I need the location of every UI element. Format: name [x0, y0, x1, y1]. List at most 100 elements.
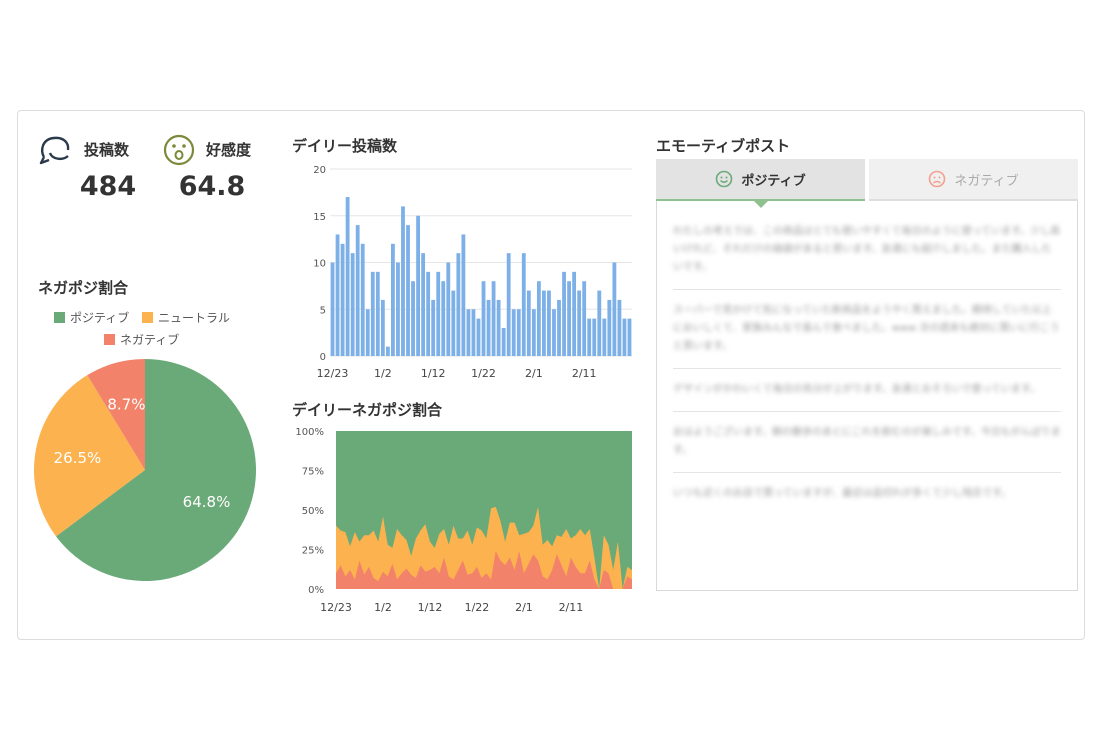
bar	[572, 271, 577, 356]
bar	[511, 309, 516, 356]
bar	[496, 299, 501, 356]
bar	[612, 262, 617, 356]
bar	[441, 281, 446, 356]
bar	[436, 271, 441, 356]
bar	[562, 271, 566, 356]
bar	[456, 253, 461, 356]
bar	[547, 290, 551, 356]
emotive-title: エモーティブポスト	[656, 137, 791, 155]
tab-negative[interactable]: ネガティブ	[869, 159, 1078, 201]
bar	[607, 299, 612, 356]
bar	[461, 234, 466, 356]
y-tick-label: 100%	[295, 427, 324, 438]
y-tick-label: 10	[313, 259, 326, 270]
kpi-posts-label: 投稿数	[84, 141, 130, 159]
y-tick-label: 15	[313, 212, 326, 223]
pie-label: 26.5%	[54, 449, 102, 467]
post-text: わたしの考えでは、この商品はとても使いやすくて毎日のように使っています。少し高い…	[673, 226, 1061, 273]
daily-ratio-title: デイリーネガポジ割合	[292, 401, 443, 419]
bar	[426, 271, 431, 356]
emotive-tabs: ポジティブ ネガティブ	[656, 159, 1078, 208]
bar	[506, 253, 511, 356]
pie-slice	[33, 375, 145, 537]
bar	[491, 281, 496, 356]
kpi-posts-value: 484	[79, 171, 137, 202]
bar	[406, 225, 410, 356]
bar	[516, 309, 521, 356]
pie-title: ネガポジ割合	[38, 279, 129, 297]
bar	[370, 271, 375, 356]
post-text: いつも近くのお店で買っていますが、最近は品切れが多くて少し残念です。	[673, 488, 1011, 499]
bar	[481, 281, 486, 356]
y-tick-label: 20	[313, 165, 326, 176]
x-tick-label: 1/12	[421, 367, 446, 380]
y-tick-label: 0%	[308, 585, 324, 596]
bar	[536, 281, 541, 356]
x-tick-label: 2/11	[572, 367, 597, 380]
bar	[451, 290, 456, 356]
bar	[365, 309, 370, 356]
negative-area	[336, 551, 632, 589]
x-tick-label: 1/22	[465, 601, 490, 614]
bar	[416, 215, 420, 356]
bar	[355, 225, 360, 356]
bar	[526, 290, 531, 356]
pie-label: 8.7%	[107, 396, 145, 414]
legend-label-negative: ネガティブ	[120, 333, 180, 347]
list-item[interactable]: デザインがかわいくて毎日の気分が上がります。友達とおそろいで使っています。	[673, 369, 1061, 412]
x-tick-label: 1/12	[418, 601, 443, 614]
tab-positive[interactable]: ポジティブ	[656, 159, 865, 208]
list-item[interactable]: わたしの考えでは、この商品はとても使いやすくて毎日のように使っています。少し高い…	[673, 211, 1061, 290]
bar	[431, 299, 436, 356]
bar	[411, 281, 415, 356]
legend-swatch-neutral	[142, 312, 153, 323]
kpi-favorability-label: 好感度	[206, 141, 252, 159]
bar	[597, 290, 602, 356]
legend-label-neutral: ニュートラル	[158, 311, 231, 325]
bar	[587, 318, 592, 356]
pie-slice	[87, 359, 145, 470]
x-tick-label: 2/1	[525, 367, 543, 380]
kpi-favorability: 好感度 64.8	[162, 131, 282, 211]
bar	[617, 299, 622, 356]
list-item[interactable]: スーパーで見かけて気になっていた新商品をようやく買えました。期待していた以上にお…	[673, 290, 1061, 369]
bar	[552, 309, 556, 356]
emotive-post-list: わたしの考えでは、この商品はとても使いやすくて毎日のように使っています。少し高い…	[656, 201, 1078, 591]
bar	[385, 346, 390, 356]
bar	[476, 318, 481, 356]
bar	[466, 309, 471, 356]
post-text: おはようございます。朝の散歩のあとにこれを飲むのが楽しみです。今日もがんばります…	[673, 427, 1061, 456]
daily-posts-title: デイリー投稿数	[292, 137, 398, 155]
list-item[interactable]: いつも近くのお店で買っていますが、最近は品切れが多くて少し残念です。	[673, 473, 1061, 515]
legend-neutral: ニュートラル	[142, 309, 230, 326]
pie-chart: 64.8% 26.5% 8.7%	[33, 359, 256, 581]
x-tick-label: 2/1	[515, 601, 533, 614]
y-tick-label: 75%	[302, 467, 324, 478]
x-tick-label: 12/23	[320, 601, 352, 614]
kpi-posts: 投稿数 484	[38, 131, 138, 211]
bar	[345, 197, 350, 356]
list-item[interactable]: おはようございます。朝の散歩のあとにこれを飲むのが楽しみです。今日もがんばります…	[673, 412, 1061, 473]
bar	[471, 309, 476, 356]
bar	[622, 318, 627, 356]
bar	[330, 262, 335, 356]
legend-swatch-negative	[104, 334, 115, 345]
bar	[577, 290, 582, 356]
bar	[521, 253, 526, 356]
surprised-face-icon	[163, 134, 195, 166]
y-tick-label: 50%	[302, 506, 324, 517]
bar	[582, 281, 587, 356]
smile-icon	[716, 170, 733, 188]
x-tick-label: 1/2	[374, 601, 392, 614]
bar	[375, 271, 380, 356]
kpi-favorability-value: 64.8	[178, 171, 246, 202]
tab-negative-label: ネガティブ	[954, 173, 1019, 189]
legend-swatch-positive	[54, 312, 65, 323]
x-tick-label: 1/22	[471, 367, 496, 380]
speech-bubble-icon	[39, 136, 70, 165]
bar	[421, 253, 426, 356]
bar	[340, 243, 345, 356]
y-tick-label: 5	[320, 305, 326, 316]
sad-icon	[929, 170, 946, 188]
legend-label-positive: ポジティブ	[70, 311, 130, 325]
